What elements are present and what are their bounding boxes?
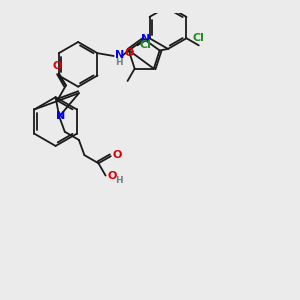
Text: O: O (52, 61, 62, 71)
Text: N: N (141, 34, 150, 44)
Text: O: O (113, 150, 122, 160)
Text: O: O (108, 171, 117, 181)
Text: O: O (124, 47, 134, 58)
Text: H: H (115, 58, 122, 67)
Text: Cl: Cl (193, 33, 205, 43)
Text: N: N (56, 112, 65, 122)
Text: Cl: Cl (139, 40, 151, 50)
Text: H: H (115, 176, 122, 185)
Text: N: N (115, 50, 124, 60)
